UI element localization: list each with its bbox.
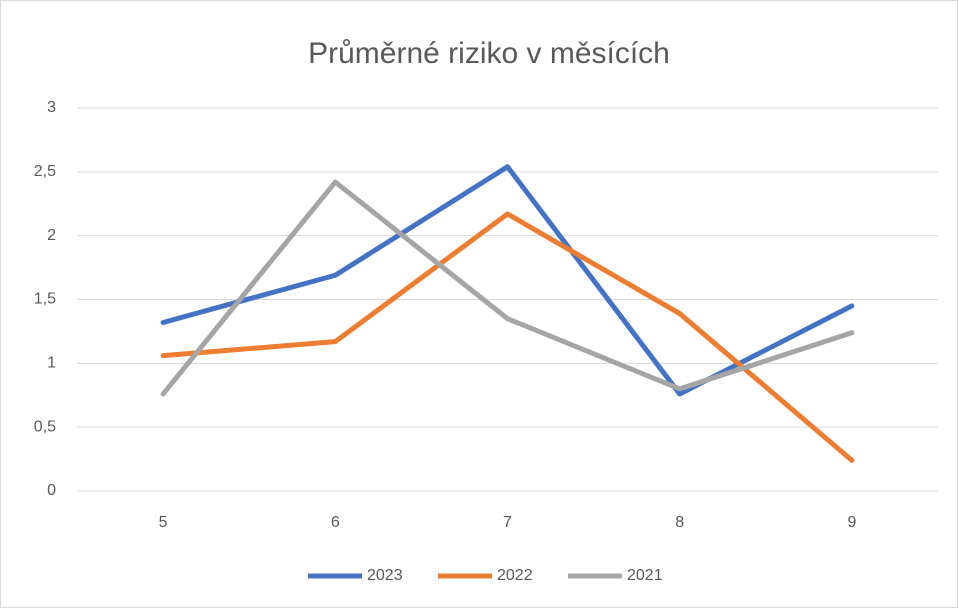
y-tick-label: 1,5 — [34, 291, 56, 308]
data-line — [160, 211, 855, 463]
x-tick-label: 5 — [159, 514, 168, 531]
y-tick-label: 3 — [47, 99, 56, 116]
x-tick-label: 6 — [331, 514, 340, 531]
x-tick-label: 8 — [675, 514, 684, 531]
legend-label: 2021 — [627, 567, 663, 584]
y-tick-label: 2 — [47, 227, 56, 244]
y-tick-label: 0,5 — [34, 418, 56, 435]
y-tick-label: 2,5 — [34, 163, 56, 180]
y-tick-label: 0 — [47, 482, 56, 499]
x-tick-label: 7 — [503, 514, 512, 531]
data-line — [160, 179, 855, 397]
legend-label: 2023 — [367, 567, 403, 584]
x-tick-label: 9 — [847, 514, 856, 531]
y-tick-label: 1 — [47, 355, 56, 372]
legend-label: 2022 — [497, 567, 533, 584]
chart-title: Průměrné riziko v měsících — [308, 37, 670, 70]
